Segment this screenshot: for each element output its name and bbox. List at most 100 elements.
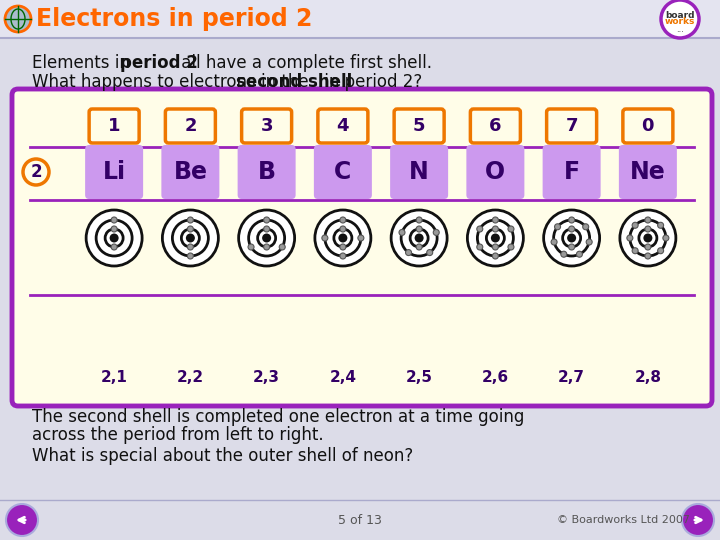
Text: 2,5: 2,5 — [405, 370, 433, 386]
Circle shape — [5, 6, 31, 32]
Circle shape — [477, 226, 483, 232]
Text: O: O — [485, 160, 505, 184]
Circle shape — [248, 220, 284, 256]
FancyBboxPatch shape — [85, 145, 143, 199]
Text: 2,3: 2,3 — [253, 370, 280, 386]
Circle shape — [86, 210, 142, 266]
Circle shape — [405, 249, 412, 255]
Circle shape — [632, 248, 638, 254]
Text: C: C — [334, 160, 351, 184]
Text: 2,1: 2,1 — [101, 370, 127, 386]
Circle shape — [551, 239, 557, 245]
Circle shape — [415, 233, 423, 242]
Circle shape — [632, 222, 638, 228]
Text: 7: 7 — [565, 117, 578, 135]
Circle shape — [340, 244, 346, 250]
Text: 5 of 13: 5 of 13 — [338, 514, 382, 526]
Circle shape — [325, 220, 361, 256]
Circle shape — [410, 229, 428, 247]
Text: Electrons in period 2: Electrons in period 2 — [36, 7, 312, 31]
Circle shape — [264, 226, 269, 232]
FancyBboxPatch shape — [166, 109, 215, 143]
Text: in period 2?: in period 2? — [319, 73, 422, 91]
Text: 2,4: 2,4 — [329, 370, 356, 386]
FancyBboxPatch shape — [238, 145, 296, 199]
Circle shape — [264, 217, 269, 223]
Circle shape — [645, 253, 651, 259]
Text: board: board — [665, 10, 695, 19]
Circle shape — [416, 244, 422, 250]
Circle shape — [427, 249, 433, 255]
FancyBboxPatch shape — [314, 145, 372, 199]
Text: 2: 2 — [184, 117, 197, 135]
Text: 2,2: 2,2 — [177, 370, 204, 386]
Circle shape — [172, 220, 208, 256]
Circle shape — [657, 222, 664, 228]
Circle shape — [682, 504, 714, 536]
Circle shape — [187, 217, 194, 223]
Circle shape — [508, 226, 514, 232]
Circle shape — [105, 229, 123, 247]
Circle shape — [248, 244, 254, 250]
Circle shape — [111, 217, 117, 223]
Circle shape — [187, 226, 194, 232]
Circle shape — [477, 220, 513, 256]
Circle shape — [577, 251, 582, 257]
Text: Ne: Ne — [630, 160, 666, 184]
Circle shape — [661, 0, 699, 38]
Circle shape — [262, 233, 271, 242]
FancyBboxPatch shape — [0, 0, 720, 38]
FancyBboxPatch shape — [546, 109, 597, 143]
Circle shape — [477, 244, 483, 250]
Circle shape — [645, 217, 651, 223]
Text: What happens to electrons in the: What happens to electrons in the — [32, 73, 314, 91]
Text: What is special about the outer shell of neon?: What is special about the outer shell of… — [32, 447, 413, 465]
Circle shape — [163, 210, 218, 266]
Circle shape — [567, 233, 576, 242]
Circle shape — [544, 210, 600, 266]
Circle shape — [508, 244, 514, 250]
Circle shape — [630, 220, 666, 256]
FancyBboxPatch shape — [543, 145, 600, 199]
Circle shape — [181, 229, 199, 247]
Text: B: B — [258, 160, 276, 184]
Text: © Boardworks Ltd 2007: © Boardworks Ltd 2007 — [557, 515, 690, 525]
Circle shape — [391, 210, 447, 266]
Circle shape — [416, 226, 422, 232]
Circle shape — [340, 253, 346, 259]
Text: 2,7: 2,7 — [558, 370, 585, 386]
Circle shape — [644, 233, 652, 242]
Circle shape — [187, 244, 194, 250]
Text: N: N — [409, 160, 429, 184]
Circle shape — [569, 217, 575, 223]
Circle shape — [492, 244, 498, 250]
Circle shape — [657, 248, 664, 254]
Text: 2,6: 2,6 — [482, 370, 509, 386]
FancyBboxPatch shape — [242, 109, 292, 143]
Circle shape — [554, 224, 561, 230]
Circle shape — [492, 253, 498, 259]
FancyBboxPatch shape — [470, 109, 521, 143]
FancyBboxPatch shape — [623, 109, 673, 143]
Circle shape — [6, 504, 38, 536]
Circle shape — [96, 220, 132, 256]
Circle shape — [264, 244, 269, 250]
Text: 6: 6 — [489, 117, 502, 135]
Text: Li: Li — [102, 160, 126, 184]
Circle shape — [416, 217, 422, 223]
Circle shape — [467, 210, 523, 266]
Text: The second shell is completed one electron at a time going: The second shell is completed one electr… — [32, 408, 524, 426]
Text: second shell: second shell — [236, 73, 352, 91]
Text: Elements in: Elements in — [32, 54, 135, 72]
Circle shape — [279, 244, 285, 250]
Circle shape — [315, 210, 371, 266]
Circle shape — [358, 235, 364, 241]
Text: all have a complete first shell.: all have a complete first shell. — [176, 54, 432, 72]
Circle shape — [645, 244, 651, 250]
FancyBboxPatch shape — [390, 145, 448, 199]
Text: 5: 5 — [413, 117, 426, 135]
Text: 4: 4 — [337, 117, 349, 135]
Circle shape — [238, 210, 294, 266]
Circle shape — [620, 210, 676, 266]
Text: 2: 2 — [30, 163, 42, 181]
